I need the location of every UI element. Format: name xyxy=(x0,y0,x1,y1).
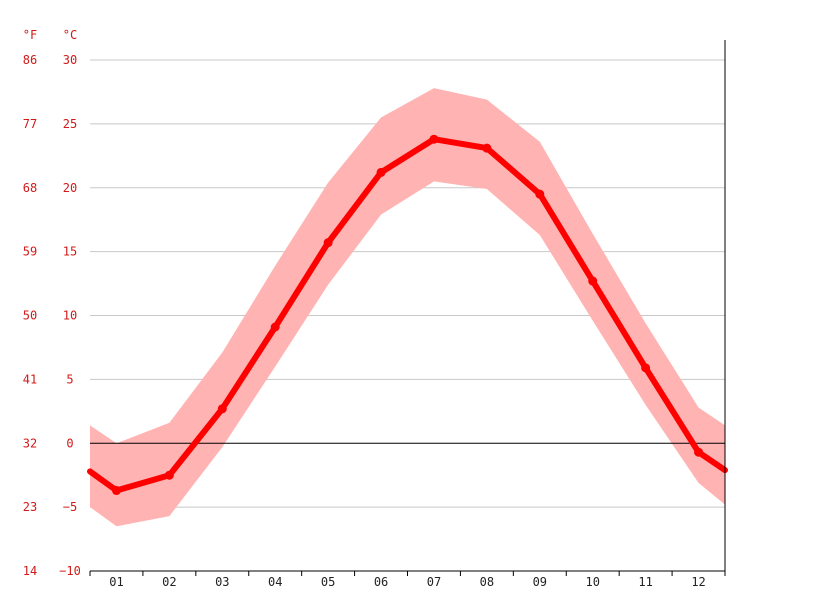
y-tick-label-fahrenheit: 59 xyxy=(23,245,37,259)
temperature-series xyxy=(87,134,728,496)
data-point xyxy=(641,363,651,373)
series-line xyxy=(87,136,728,494)
y-tick-label-fahrenheit: 77 xyxy=(23,117,37,131)
y-tick-label-fahrenheit: 68 xyxy=(23,181,37,195)
x-tick-label: 06 xyxy=(374,575,388,589)
x-tick-label: 01 xyxy=(109,575,123,589)
data-point xyxy=(323,238,333,248)
x-tick-label: 07 xyxy=(427,575,441,589)
x-tick-label: 02 xyxy=(162,575,176,589)
y-tick-label-fahrenheit: 14 xyxy=(23,564,37,578)
data-point xyxy=(376,167,386,177)
range-band xyxy=(90,88,725,527)
x-tick-label: 11 xyxy=(638,575,652,589)
fahrenheit-unit-label: °F xyxy=(23,28,37,42)
data-point xyxy=(164,470,174,480)
x-tick-label: 05 xyxy=(321,575,335,589)
y-tick-label-celsius: 10 xyxy=(63,309,77,323)
x-tick-label: 09 xyxy=(533,575,547,589)
x-tick-label: 04 xyxy=(268,575,282,589)
data-point xyxy=(111,486,121,496)
y-tick-label-celsius: 15 xyxy=(63,245,77,259)
axes xyxy=(89,40,726,576)
axis-labels: °F °C 30862577206815591050541032−523−101… xyxy=(23,28,706,589)
data-point xyxy=(270,322,280,332)
y-tick-label-celsius: 30 xyxy=(63,53,77,67)
y-tick-label-celsius: −10 xyxy=(59,564,81,578)
y-tick-label-celsius: 20 xyxy=(63,181,77,195)
data-point xyxy=(694,447,704,457)
data-point xyxy=(217,404,227,414)
data-point xyxy=(482,143,492,153)
x-tick-label: 08 xyxy=(480,575,494,589)
data-point xyxy=(535,189,545,199)
y-tick-label-fahrenheit: 50 xyxy=(23,309,37,323)
y-tick-label-celsius: −5 xyxy=(63,500,77,514)
data-point xyxy=(429,134,439,144)
y-tick-label-fahrenheit: 23 xyxy=(23,500,37,514)
y-tick-label-fahrenheit: 86 xyxy=(23,53,37,67)
y-tick-label-fahrenheit: 32 xyxy=(23,436,37,450)
celsius-unit-label: °C xyxy=(63,28,77,42)
temperature-range-band xyxy=(90,88,725,527)
x-tick-label: 12 xyxy=(691,575,705,589)
y-tick-label-fahrenheit: 41 xyxy=(23,372,37,386)
x-tick-label: 03 xyxy=(215,575,229,589)
y-tick-label-celsius: 25 xyxy=(63,117,77,131)
data-point xyxy=(588,276,598,286)
y-tick-label-celsius: 0 xyxy=(66,436,73,450)
y-tick-label-celsius: 5 xyxy=(66,372,73,386)
x-tick-label: 10 xyxy=(585,575,599,589)
